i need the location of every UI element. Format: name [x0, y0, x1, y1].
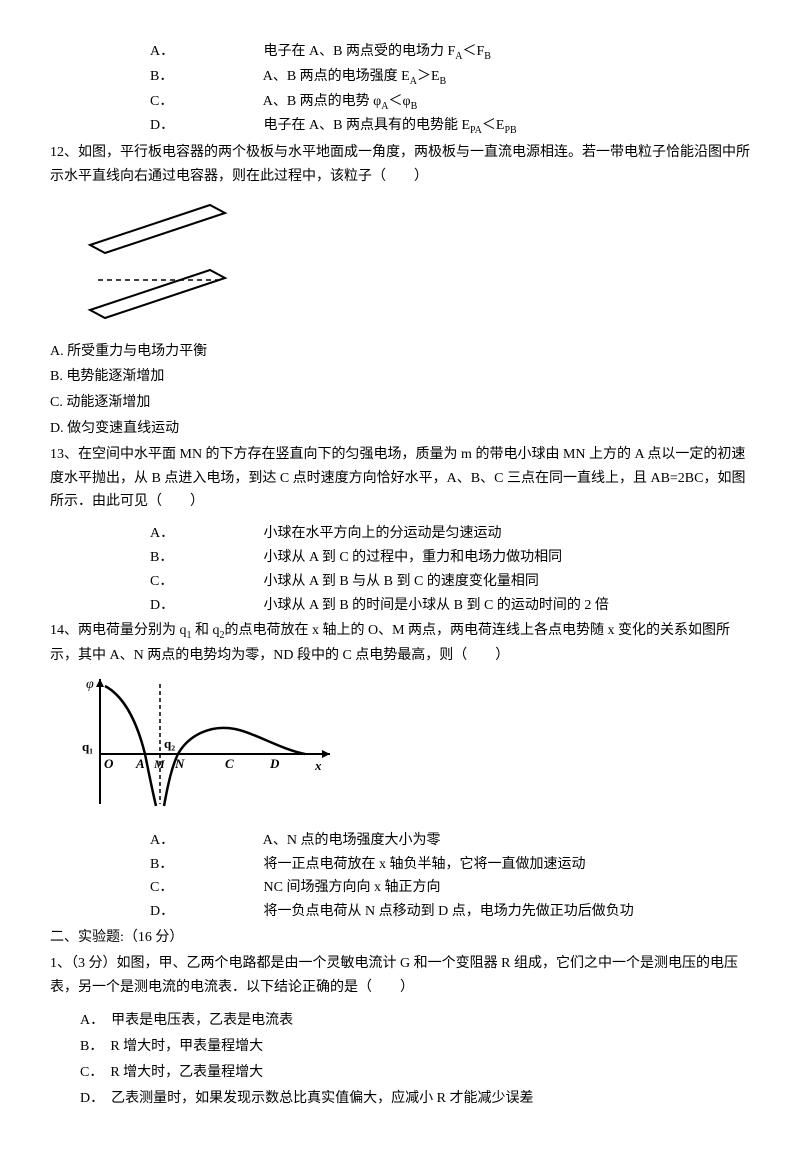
axis-label-phi: φ [86, 677, 94, 692]
point-d: D [269, 756, 280, 771]
point-c: C [225, 756, 234, 771]
option-text: 小球从 A 到 B 与从 B 到 C 的速度变化量相同 [264, 574, 539, 589]
option-label: D． [150, 114, 260, 138]
q12-figure [80, 195, 750, 334]
q13-option-b: B． 小球从 A 到 C 的过程中，重力和电场力做功相同 [50, 546, 750, 570]
option-label: D． [150, 900, 260, 924]
q14-option-b: B． 将一正点电荷放在 x 轴负半轴，它将一直做加速运动 [50, 853, 750, 877]
q14-stem: 14、两电荷量分别为 q1 和 q2的点电荷放在 x 轴上的 O、M 两点，两电… [50, 619, 750, 668]
point-a: A [135, 756, 145, 771]
q12-stem: 12、如图，平行板电容器的两个极板与水平地面成一角度，两极板与一直流电源相连。若… [50, 141, 750, 189]
q11-option-c: C． A、B 两点的电势 φA＜φB [50, 90, 750, 115]
q14-option-c: C． NC 间场强方向向 x 轴正方向 [50, 876, 750, 900]
q12-option-d: D. 做匀变速直线运动 [50, 417, 750, 441]
option-label: D． [150, 594, 260, 618]
option-label: C． [150, 570, 260, 594]
option-label: B． [150, 65, 260, 89]
option-text: A、B 两点的电场强度 EA＞EB [263, 69, 446, 84]
q13-stem: 13、在空间中水平面 MN 的下方存在竖直向下的匀强电场，质量为 m 的带电小球… [50, 443, 750, 514]
option-text: 小球从 A 到 B 的时间是小球从 B 到 C 的运动时间的 2 倍 [264, 598, 609, 613]
q13-option-d: D． 小球从 A 到 B 的时间是小球从 B 到 C 的运动时间的 2 倍 [50, 594, 750, 618]
option-text: 将一正点电荷放在 x 轴负半轴，它将一直做加速运动 [264, 857, 586, 872]
q11-option-b: B． A、B 两点的电场强度 EA＞EB [50, 65, 750, 90]
option-label: C． [150, 876, 260, 900]
q12-option-b: B. 电势能逐渐增加 [50, 365, 750, 389]
option-text: 小球在水平方向上的分运动是匀速运动 [264, 526, 502, 541]
potential-curve-right [164, 728, 305, 806]
option-text: NC 间场强方向向 x 轴正方向 [264, 880, 441, 895]
capacitor-bottom-plate [90, 270, 225, 318]
q12-option-a: A. 所受重力与电场力平衡 [50, 340, 750, 364]
option-label: C． [150, 90, 260, 114]
option-text: 电子在 A、B 两点受的电场力 FA＜FB [264, 44, 491, 59]
option-text: 小球从 A 到 C 的过程中，重力和电场力做功相同 [264, 550, 563, 565]
q12-option-c: C. 动能逐渐增加 [50, 391, 750, 415]
section2-q1-stem: 1、（3 分）如图，甲、乙两个电路都是由一个灵敏电流计 G 和一个变阻器 R 组… [50, 952, 750, 1000]
q14-option-d: D． 将一负点电荷从 N 点移动到 D 点，电场力先做正功后做负功 [50, 900, 750, 924]
option-label: A． [150, 522, 260, 546]
section2-title: 二、实验题:（16 分） [50, 926, 750, 950]
option-text: 将一负点电荷从 N 点移动到 D 点，电场力先做正功后做负功 [264, 904, 634, 919]
q14-figure: φ q₁ q₂ O A M N C D x [80, 674, 750, 823]
q13-option-c: C． 小球从 A 到 B 与从 B 到 C 的速度变化量相同 [50, 570, 750, 594]
q11-option-a: A． 电子在 A、B 两点受的电场力 FA＜FB [50, 40, 750, 65]
option-label: B． [150, 546, 260, 570]
charge-label-q1: q₁ [82, 739, 93, 754]
x-arrow-icon [322, 750, 330, 758]
capacitor-top-plate [90, 205, 225, 253]
option-label: A． [150, 40, 260, 64]
section2-q1-option-a: A． 甲表是电压表，乙表是电流表 [50, 1009, 750, 1033]
option-text: A、B 两点的电势 φA＜φB [263, 94, 418, 109]
option-text: 电子在 A、B 两点具有的电势能 EPA＜EPB [264, 118, 517, 133]
q14-option-a: A． A、N 点的电场强度大小为零 [50, 829, 750, 853]
option-label: B． [150, 853, 260, 877]
option-label: A． [150, 829, 260, 853]
point-m: M [153, 757, 165, 771]
axis-origin-o: O [104, 756, 114, 771]
axis-label-x: x [314, 758, 322, 773]
option-text: A、N 点的电场强度大小为零 [263, 833, 441, 848]
potential-curve-left [105, 686, 156, 806]
point-n: N [174, 756, 185, 771]
section2-q1-option-d: D． 乙表测量时，如果发现示数总比真实值偏大，应减小 R 才能减少误差 [50, 1087, 750, 1111]
section2-q1-option-b: B． R 增大时，甲表量程增大 [50, 1035, 750, 1059]
q13-option-a: A． 小球在水平方向上的分运动是匀速运动 [50, 522, 750, 546]
q11-option-d: D． 电子在 A、B 两点具有的电势能 EPA＜EPB [50, 114, 750, 139]
section2-q1-option-c: C． R 增大时，乙表量程增大 [50, 1061, 750, 1085]
charge-label-q2: q₂ [164, 736, 175, 751]
y-arrow-icon [96, 679, 104, 687]
